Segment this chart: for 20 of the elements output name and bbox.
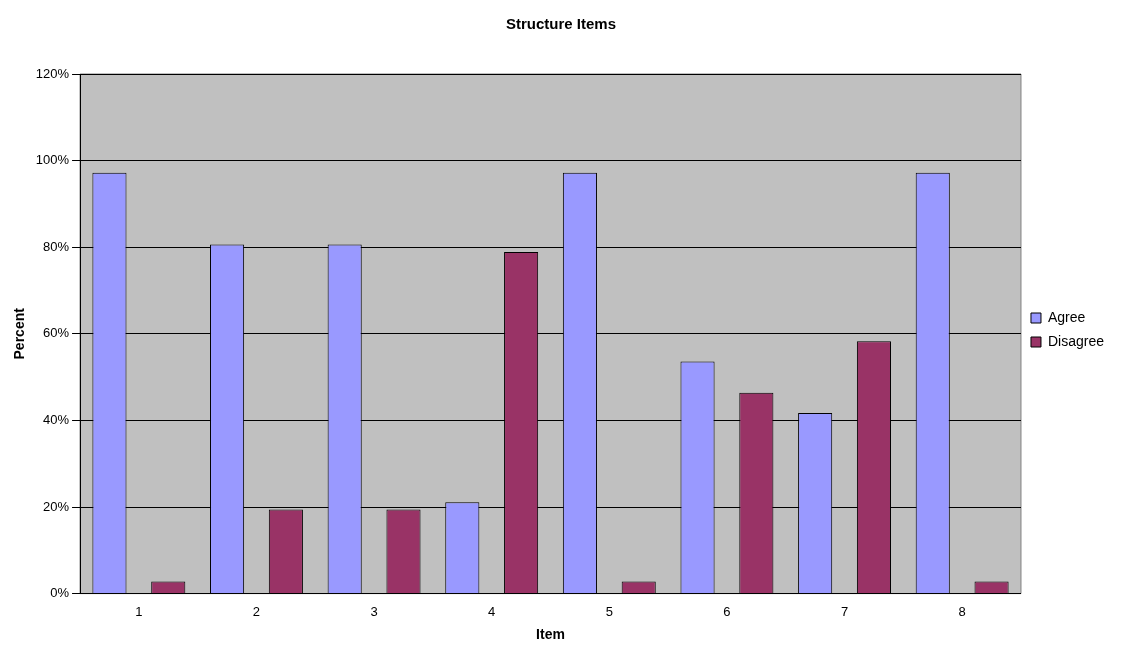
y-tick-label: 100%	[35, 152, 70, 168]
chart-title: Structure Items	[505, 15, 617, 33]
x-tick-label: 2	[252, 603, 261, 619]
x-tick-label: 4	[488, 603, 496, 619]
x-tick-label: 8	[958, 603, 966, 619]
x-tick-label: 6	[723, 603, 731, 619]
x-tick-label: 1	[135, 603, 143, 619]
legend-label: Disagree	[1047, 332, 1105, 349]
legend-label: Agree	[1047, 308, 1086, 325]
y-tick-label: 120%	[35, 65, 70, 81]
y-tick-label: 80%	[43, 238, 70, 254]
y-axis-title: Percent	[11, 307, 28, 360]
y-tick-label: 40%	[43, 411, 70, 427]
x-tick-label: 5	[605, 603, 613, 619]
x-tick-label: 7	[840, 603, 849, 619]
x-tick-label: 3	[370, 603, 378, 619]
y-tick-label: 20%	[43, 498, 70, 514]
y-tick-label: 0%	[50, 585, 70, 601]
x-axis-title: Item	[536, 626, 565, 643]
y-tick-label: 60%	[43, 325, 70, 341]
